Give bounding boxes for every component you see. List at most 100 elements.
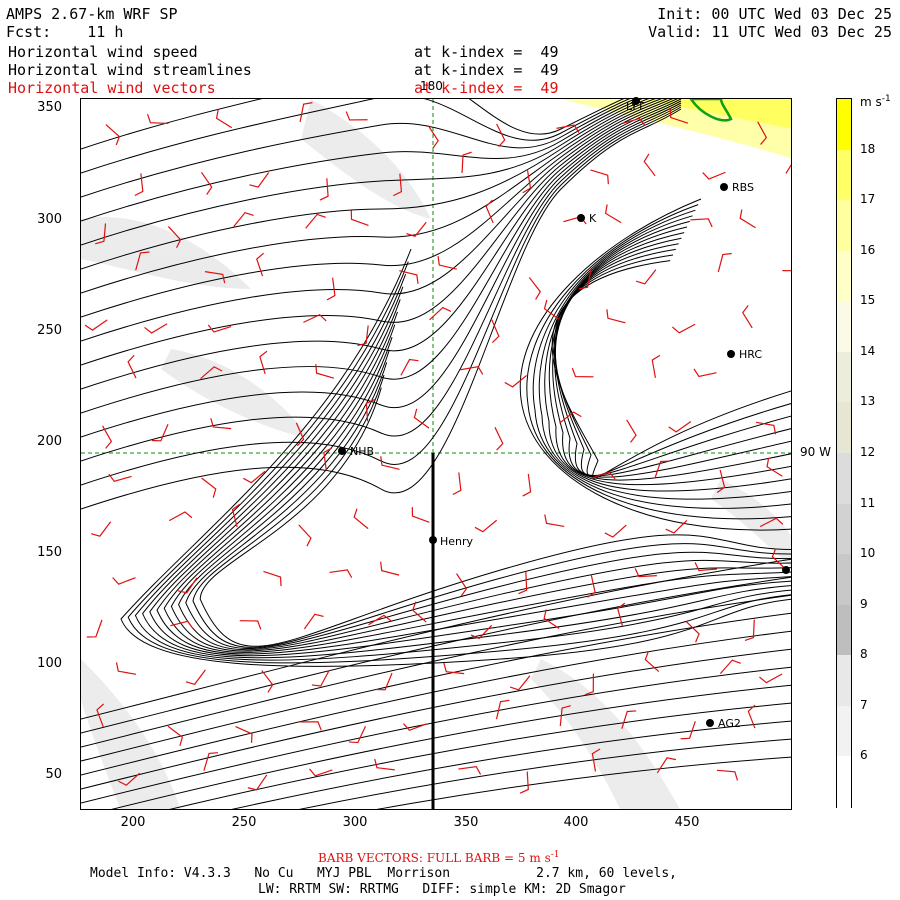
x-tick-350: 350 <box>453 815 479 830</box>
wind-barb <box>759 673 783 684</box>
wind-barb <box>345 111 368 121</box>
field-speed-level: at k-index = 49 <box>414 43 559 61</box>
colorbar <box>836 98 852 808</box>
init-time: Init: 00 UTC Wed 03 Dec 25 <box>657 5 892 23</box>
wind-barb <box>393 173 403 197</box>
streamline-map <box>81 99 791 809</box>
field-vectors-name: Horizontal wind vectors <box>8 79 216 97</box>
wind-barb <box>167 725 184 746</box>
field-streamlines-level: at k-index = 49 <box>414 61 559 79</box>
streamline <box>199 387 791 647</box>
wind-barb <box>528 277 542 300</box>
wind-barb <box>412 601 427 623</box>
streamline <box>81 612 791 762</box>
wind-barb <box>460 366 484 375</box>
streamline <box>81 576 791 734</box>
wind-barb <box>115 662 137 675</box>
wind-barb <box>543 609 560 629</box>
wind-barb <box>578 269 592 290</box>
wind-barb <box>400 358 419 376</box>
streamline <box>81 99 649 246</box>
wind-barb <box>295 422 305 447</box>
streamline <box>81 99 625 150</box>
wind-barb <box>592 471 616 480</box>
wind-barb <box>167 226 182 249</box>
station-dot-k <box>577 214 585 222</box>
wind-barb <box>519 771 529 794</box>
x-tick-400: 400 <box>563 815 589 830</box>
wind-barb <box>374 758 395 771</box>
colorbar-segment <box>837 301 851 353</box>
streamline <box>81 99 678 366</box>
wind-barb <box>461 151 472 174</box>
wind-barb <box>127 354 137 379</box>
colorbar-segment <box>837 99 851 151</box>
colorbar-level: 17 <box>860 192 876 207</box>
streamline <box>149 299 791 657</box>
station-k: K <box>589 212 597 225</box>
field-vectors-level: at k-index = 49 <box>414 79 559 97</box>
wind-barb <box>303 613 324 630</box>
colorbar-segment <box>837 554 851 606</box>
y-tick-150: 150 <box>37 545 62 560</box>
wind-barb <box>112 577 136 585</box>
station-henry: Henry <box>440 535 474 548</box>
wind-barb <box>105 124 121 146</box>
y-tick-50: 50 <box>45 767 62 782</box>
streamline <box>81 104 682 462</box>
wind-barb <box>636 269 657 285</box>
streamline <box>532 209 791 509</box>
x-tick-300: 300 <box>342 815 368 830</box>
streamline <box>163 324 791 653</box>
colorbar-level: 6 <box>860 748 868 763</box>
colorbar-level: 9 <box>860 596 868 611</box>
wind-barb <box>168 511 193 522</box>
streamline <box>519 198 791 531</box>
streamline <box>544 220 791 492</box>
fcst-value: 11 h <box>87 23 124 41</box>
colorbar-unit: m s-1 <box>860 94 891 109</box>
wind-barb <box>84 319 108 331</box>
wind-barb <box>622 117 646 127</box>
wind-barb <box>757 121 768 145</box>
wind-barb <box>380 561 400 576</box>
colorbar-segment <box>837 655 851 707</box>
wind-barb <box>591 748 601 772</box>
colorbar-level: 15 <box>860 293 876 308</box>
wind-barb <box>719 659 741 675</box>
wind-barb <box>685 621 700 643</box>
streamline <box>231 720 791 809</box>
streamline <box>170 337 791 652</box>
wind-barb <box>177 577 198 594</box>
valid-time: Valid: 11 UTC Wed 03 Dec 25 <box>648 23 892 41</box>
wind-barb <box>102 425 113 449</box>
y-tick-350: 350 <box>37 100 62 115</box>
wind-barb <box>329 569 353 579</box>
barb-sup: -1 <box>550 850 560 860</box>
station-ag2: AG2 <box>718 717 741 730</box>
station-dot-lyt <box>632 97 640 105</box>
wind-barb <box>144 323 168 334</box>
colorbar-segment <box>837 453 851 505</box>
wind-barb <box>299 721 322 731</box>
wind-barb <box>458 765 482 775</box>
wind-barb <box>298 524 312 547</box>
wind-barb <box>755 421 777 435</box>
wind-barb <box>413 408 430 429</box>
wind-barb <box>690 218 713 228</box>
map-plot-area <box>80 98 792 810</box>
wind-barb <box>474 519 498 533</box>
wind-barb <box>782 270 791 272</box>
wind-barb <box>584 673 594 696</box>
wind-barb <box>429 306 452 321</box>
wind-barb <box>311 669 330 687</box>
streamline <box>120 248 791 667</box>
wind-barb <box>243 470 266 484</box>
streamline <box>81 99 643 222</box>
wind-barb <box>509 675 531 691</box>
station-dot-nhb <box>338 447 346 455</box>
streamline <box>169 702 791 809</box>
wind-barb <box>693 368 717 378</box>
wind-barb <box>742 305 753 329</box>
station-dot-east <box>782 566 790 574</box>
